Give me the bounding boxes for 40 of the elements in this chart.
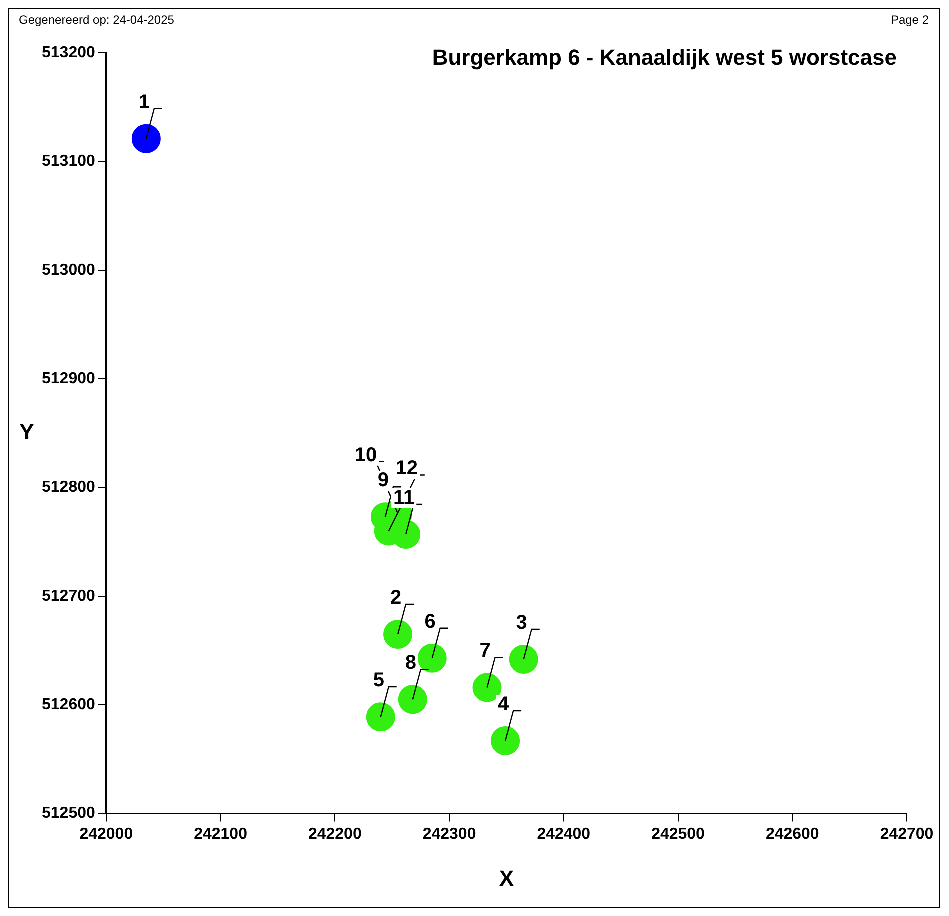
annotation: 2 <box>390 586 402 609</box>
y-tick-label: 513000 <box>42 262 96 279</box>
annotation: 5 <box>373 670 384 692</box>
point <box>366 702 396 732</box>
point <box>491 726 520 756</box>
point <box>509 644 538 674</box>
point <box>132 124 161 154</box>
x-tick-label: 242200 <box>308 826 362 843</box>
annotation: 8 <box>405 652 416 674</box>
annotation: 3 <box>516 612 528 634</box>
annotation: 6 <box>424 610 436 633</box>
annotation: 11 <box>393 486 415 509</box>
text: Page 2 <box>890 13 929 29</box>
y-tick-label: 512900 <box>42 370 96 388</box>
y-tick-label: 513100 <box>42 153 96 170</box>
x-tick-label: 242500 <box>652 826 706 843</box>
x-axis-title: X <box>499 866 514 891</box>
annotation: 12 <box>396 458 418 480</box>
y-axis-title: Y <box>20 419 35 444</box>
x-tick-label: 242000 <box>80 826 134 843</box>
x-tick-label: 242600 <box>766 826 820 843</box>
x-tick-label: 242300 <box>422 826 476 843</box>
point <box>398 685 428 714</box>
point <box>418 644 447 673</box>
annotation: 10 <box>354 444 378 466</box>
point <box>384 620 413 649</box>
y-tick-label: 512500 <box>42 805 96 822</box>
annotation: 1 <box>138 91 150 114</box>
annotation: 4 <box>498 693 510 716</box>
annotation: 9 <box>378 470 390 492</box>
y-tick-label: 512700 <box>42 588 96 605</box>
text: Gegenereerd op: 24-04-2025 <box>19 13 174 29</box>
y-tick-label: 512800 <box>42 479 96 496</box>
y-tick-label: 512600 <box>42 696 96 714</box>
x-tick-label: 242700 <box>880 826 934 843</box>
annotation: 7 <box>480 640 491 662</box>
y-tick-label: 513200 <box>42 44 96 62</box>
x-tick-label: 242400 <box>537 826 591 843</box>
chart-title: Burgerkamp 6 - Kanaaldijk west 5 worstcase <box>432 45 897 70</box>
x-tick-label: 242100 <box>194 826 248 843</box>
